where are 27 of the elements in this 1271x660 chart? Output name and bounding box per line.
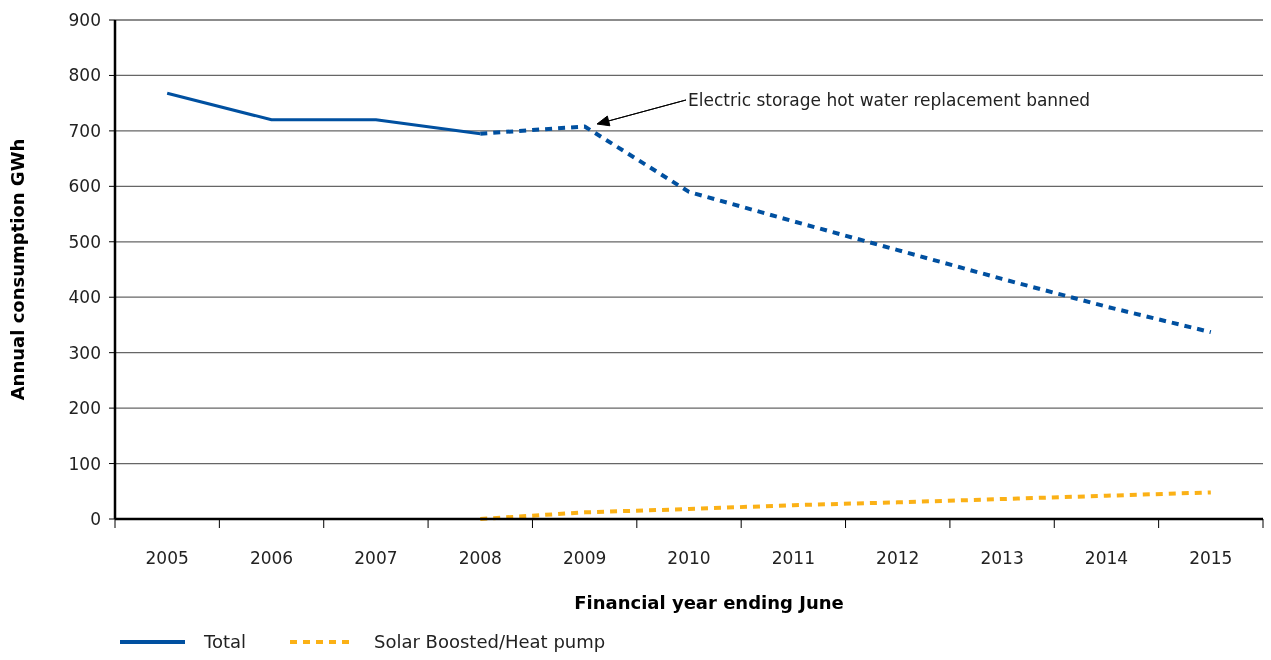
y-tick-label: 400	[68, 287, 101, 308]
legend-label: Solar Boosted/Heat pump	[374, 631, 606, 652]
y-tick-label: 700	[68, 120, 101, 141]
y-tick-label: 500	[68, 231, 101, 252]
x-tick-label: 2006	[249, 548, 294, 568]
y-tick-label: 600	[68, 176, 101, 197]
y-tick-label: 100	[68, 453, 101, 474]
x-tick-label: 2005	[145, 548, 189, 568]
y-tick-label: 300	[68, 342, 101, 363]
y-tick-label: 0	[90, 508, 101, 529]
x-tick-label: 2013	[980, 548, 1024, 568]
x-tick-label: 2012	[876, 548, 920, 568]
x-tick-label: 2010	[667, 548, 711, 568]
y-tick-label: 800	[68, 65, 101, 86]
x-tick-label: 2009	[563, 548, 607, 568]
x-tick-label: 2015	[1189, 548, 1233, 568]
x-axis-title: Financial year ending June	[574, 592, 844, 613]
annotation: Electric storage hot water replacement banned	[688, 90, 1091, 110]
x-tick-label: 2008	[458, 548, 502, 568]
y-tick-label: 900	[68, 9, 101, 30]
x-tick-label: 2007	[354, 548, 398, 568]
y-tick-label: 200	[68, 398, 101, 419]
y-axis-title: Annual consumption GWh	[7, 138, 28, 401]
legend-label: Total	[203, 631, 247, 652]
line-series	[478, 490, 1213, 521]
x-tick-label: 2014	[1084, 548, 1129, 568]
x-tick-label: 2011	[771, 548, 815, 568]
